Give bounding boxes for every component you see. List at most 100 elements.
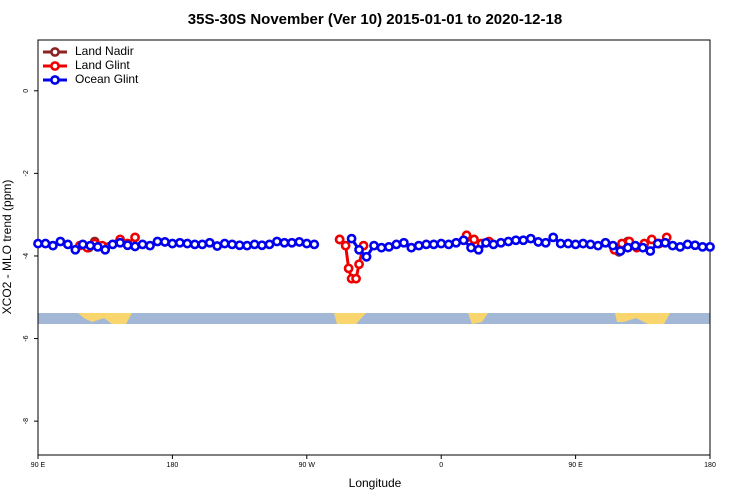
data-point <box>660 237 671 248</box>
data-point <box>481 237 491 248</box>
data-point <box>279 237 290 248</box>
data-point <box>137 239 148 250</box>
legend-label: Land Glint <box>75 58 130 72</box>
data-point <box>690 240 700 251</box>
y-tick-label: 0 <box>23 89 30 93</box>
data-point <box>413 240 424 251</box>
data-point <box>369 240 379 251</box>
data-point <box>340 240 351 251</box>
data-point <box>563 238 574 249</box>
x-tick-label: 90 E <box>568 462 583 469</box>
data-point <box>675 241 686 252</box>
data-point <box>257 240 267 251</box>
data-point <box>264 239 275 250</box>
data-point <box>525 233 536 244</box>
y-axis-label: XCO2 - MLO trend (ppm) <box>0 180 14 315</box>
y-tick-label: -8 <box>23 418 30 424</box>
x-tick-label: 0 <box>439 462 443 469</box>
land-shape <box>78 313 132 324</box>
data-point <box>421 239 432 250</box>
data-point <box>286 237 297 248</box>
data-point <box>645 246 656 256</box>
data-point <box>600 237 611 248</box>
data-point <box>309 239 320 250</box>
legend-label: Ocean Glint <box>75 72 139 86</box>
data-point <box>40 238 51 249</box>
data-point <box>130 232 140 243</box>
data-point <box>351 273 361 284</box>
x-tick-label: 90 E <box>31 462 46 469</box>
data-point <box>406 242 417 253</box>
y-tick-label: -4 <box>23 253 30 259</box>
data-point <box>174 237 185 248</box>
data-point <box>458 235 469 246</box>
data-point <box>518 235 529 246</box>
legend-marker <box>50 75 60 85</box>
data-point <box>548 232 559 243</box>
data-point <box>33 238 43 249</box>
data-point <box>555 238 566 249</box>
data-point <box>77 239 88 250</box>
x-axis-label: Longitude <box>349 476 402 490</box>
data-point <box>622 242 633 253</box>
data-point <box>85 240 96 251</box>
data-point <box>48 240 58 251</box>
data-point <box>227 239 238 250</box>
data-point <box>107 239 118 250</box>
data-point <box>540 237 551 248</box>
data-point <box>585 239 596 250</box>
land-shape <box>615 313 670 324</box>
data-point <box>510 235 521 246</box>
data-point <box>145 240 155 251</box>
data-point <box>219 238 230 249</box>
data-point <box>62 239 73 250</box>
data-point <box>473 244 484 255</box>
data-point <box>578 238 588 249</box>
data-point <box>160 237 170 247</box>
data-point <box>682 239 693 250</box>
data-point <box>398 237 409 248</box>
data-point <box>272 236 282 247</box>
data-point <box>630 240 641 251</box>
data-point <box>384 241 394 252</box>
data-point <box>242 240 252 251</box>
data-point <box>212 241 223 251</box>
data-point <box>115 237 126 248</box>
data-point <box>152 236 163 247</box>
legend-marker <box>50 47 60 57</box>
data-point <box>376 242 387 253</box>
data-point <box>234 240 245 251</box>
data-point <box>294 237 305 247</box>
data-point <box>697 241 708 252</box>
x-tick-label: 180 <box>167 462 179 469</box>
data-point <box>301 238 312 249</box>
data-point <box>70 244 81 255</box>
land-shape <box>468 313 488 324</box>
data-point <box>100 244 111 255</box>
y-tick-label: -6 <box>23 335 30 341</box>
x-tick-label: 90 W <box>299 462 316 469</box>
data-point <box>705 241 715 252</box>
data-point <box>436 238 447 249</box>
data-point <box>92 241 103 252</box>
data-point <box>354 259 364 270</box>
data-point <box>615 246 626 256</box>
data-point <box>361 251 372 262</box>
data-point <box>354 244 364 255</box>
data-point <box>488 239 499 250</box>
data-point <box>443 239 454 250</box>
data-point <box>189 239 200 250</box>
data-point <box>469 234 479 245</box>
legend-label: Land Nadir <box>75 44 134 58</box>
data-point <box>130 241 140 252</box>
data-point <box>55 236 66 247</box>
data-point <box>503 236 514 247</box>
data-point <box>593 240 603 251</box>
legend-marker <box>50 61 60 71</box>
data-point <box>167 238 178 249</box>
data-point <box>428 239 439 250</box>
x-tick-label: 180 <box>704 462 716 469</box>
data-point <box>608 240 618 251</box>
